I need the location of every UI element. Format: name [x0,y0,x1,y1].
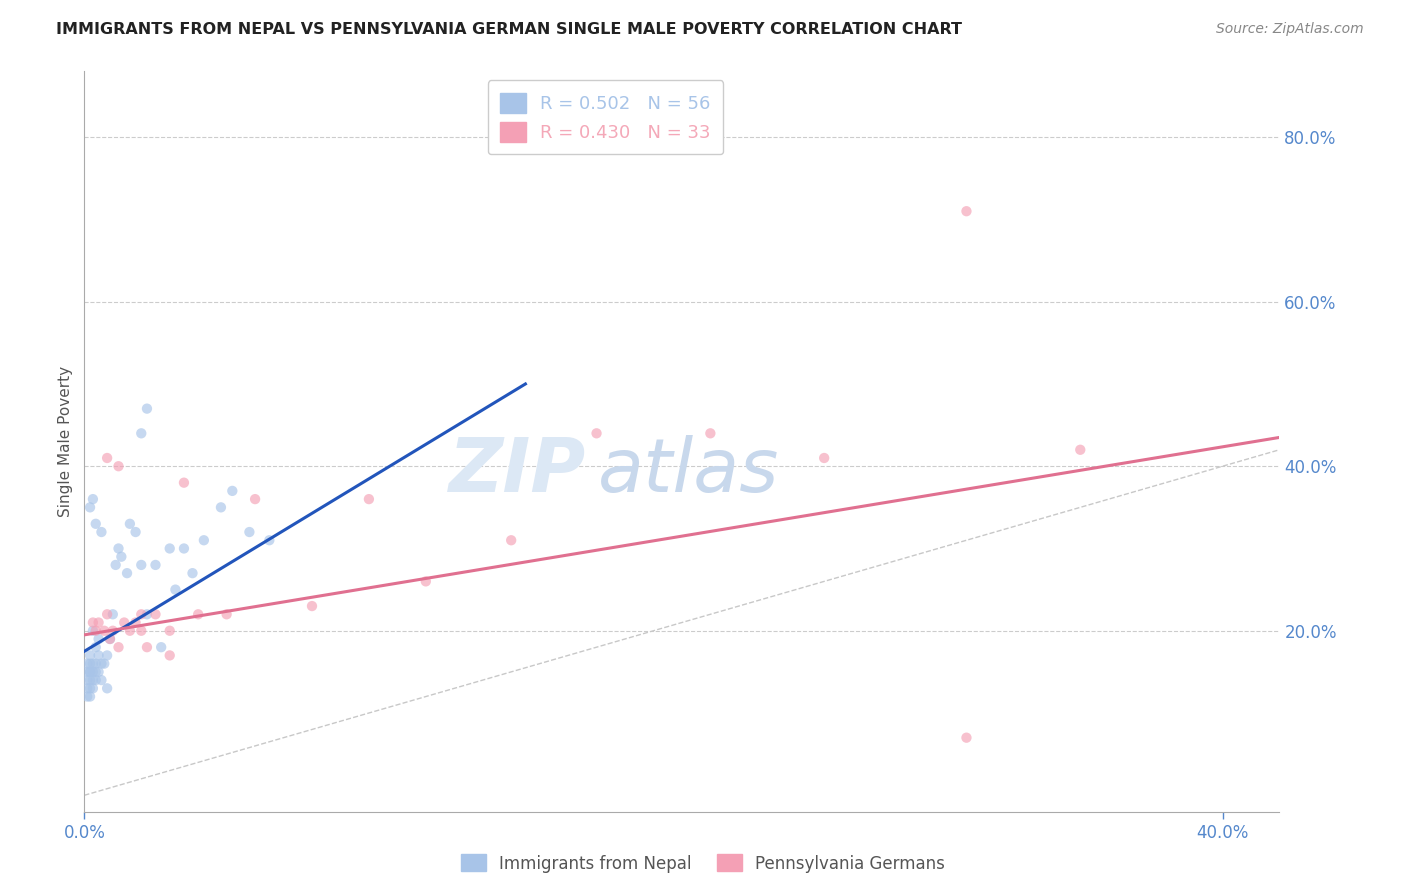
Point [107,640,129,655]
Point [813,450,835,465]
Point [90,673,112,687]
Point [87,632,110,646]
Point [1069,442,1091,457]
Point [96,681,118,696]
Point [87,615,110,630]
Point [159,648,181,663]
Point [585,426,607,441]
Point [118,624,141,638]
Point [79,673,101,687]
Point [955,731,977,745]
Legend: R = 0.502   N = 56, R = 0.430   N = 33: R = 0.502 N = 56, R = 0.430 N = 33 [488,80,723,154]
Point [150,640,173,655]
Point [159,624,181,638]
Point [79,500,101,515]
Point [101,624,124,638]
Text: Source: ZipAtlas.com: Source: ZipAtlas.com [1216,22,1364,37]
Point [193,533,215,548]
Point [173,475,195,490]
Point [82,615,104,630]
Point [98,632,121,646]
Point [145,558,167,572]
Point [136,401,159,416]
Point [79,681,101,696]
Point [129,426,152,441]
Point [187,607,209,622]
Point [173,541,195,556]
Point [79,665,101,679]
Point [84,640,107,655]
Point [501,533,523,548]
Point [104,558,127,572]
Point [82,624,104,638]
Point [107,541,129,556]
Text: IMMIGRANTS FROM NEPAL VS PENNSYLVANIA GERMAN SINGLE MALE POVERTY CORRELATION CHA: IMMIGRANTS FROM NEPAL VS PENNSYLVANIA GE… [56,22,962,37]
Point [115,566,138,581]
Point [209,500,232,515]
Point [215,607,238,622]
Point [699,426,721,441]
Point [90,657,112,671]
Point [96,450,118,465]
Point [90,524,112,539]
Point [124,615,146,630]
Point [243,492,266,507]
Text: atlas: atlas [599,435,780,508]
Point [181,566,204,581]
Point [96,648,118,663]
Point [82,665,104,679]
Point [79,690,101,704]
Point [98,632,121,646]
Point [301,599,323,613]
Point [82,681,104,696]
Point [955,204,977,219]
Legend: Immigrants from Nepal, Pennsylvania Germans: Immigrants from Nepal, Pennsylvania Germ… [454,847,952,880]
Point [101,607,124,622]
Point [124,524,146,539]
Point [145,607,167,622]
Point [238,524,260,539]
Point [79,657,101,671]
Point [84,657,107,671]
Point [259,533,281,548]
Point [84,673,107,687]
Point [129,624,152,638]
Point [110,549,132,564]
Point [136,607,159,622]
Point [79,665,101,679]
Point [87,648,110,663]
Point [129,558,152,572]
Point [82,673,104,687]
Point [93,624,115,638]
Point [107,459,129,474]
Point [76,665,98,679]
Point [84,665,107,679]
Point [82,657,104,671]
Text: ZIP: ZIP [449,434,586,508]
Point [136,640,159,655]
Point [357,492,380,507]
Point [415,574,437,589]
Point [84,516,107,531]
Point [87,665,110,679]
Point [76,690,98,704]
Point [96,607,118,622]
Point [93,657,115,671]
Point [159,541,181,556]
Point [76,657,98,671]
Point [82,492,104,507]
Point [84,624,107,638]
Point [79,648,101,663]
Point [76,681,98,696]
Point [221,483,243,498]
Point [76,673,98,687]
Point [118,516,141,531]
Point [129,607,152,622]
Y-axis label: Single Male Poverty: Single Male Poverty [58,366,73,517]
Point [165,582,187,597]
Point [112,615,135,630]
